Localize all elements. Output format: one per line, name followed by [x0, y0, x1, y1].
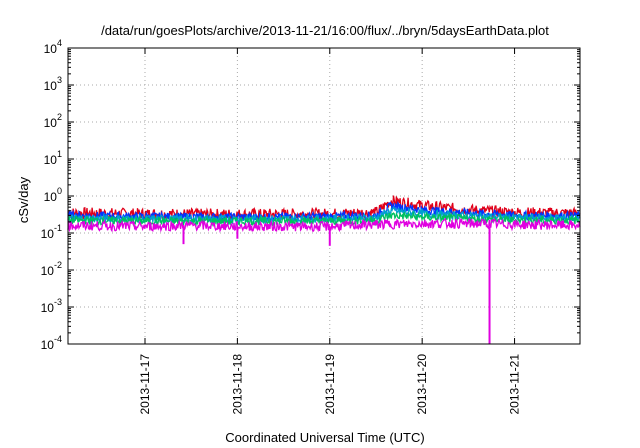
plot-area [67, 195, 581, 344]
x-tick-label: 2013-11-19 [323, 354, 337, 415]
x-axis: 2013-11-17 2013-11-18 2013-11-19 2013-11-20… [138, 48, 522, 415]
y-tick-label: 101 [44, 149, 62, 167]
y-tick-label: 100 [44, 186, 62, 204]
grid [68, 48, 580, 344]
y-tick-exponent: 0 [57, 186, 62, 196]
y-axis-label: cSv/day [16, 176, 31, 223]
x-tick-label: 2013-11-21 [508, 354, 522, 415]
y-tick-exponent: -3 [54, 297, 62, 307]
y-tick-label: 102 [44, 112, 62, 130]
y-tick-label: 10-4 [41, 334, 62, 352]
series-line [67, 201, 581, 224]
y-tick-exponent: 3 [57, 75, 62, 85]
y-tick-label: 104 [44, 38, 62, 56]
y-tick-label: 10-1 [41, 223, 62, 241]
y-tick-exponent: -4 [54, 334, 62, 344]
y-tick-exponent: 4 [57, 38, 62, 48]
x-axis-label: Coordinated Universal Time (UTC) [225, 430, 424, 445]
y-tick-exponent: 1 [57, 149, 62, 159]
chart-title: /data/run/goesPlots/archive/2013-11-21/1… [101, 23, 549, 38]
x-tick-label: 2013-11-17 [138, 354, 152, 415]
y-tick-exponent: 2 [57, 112, 62, 122]
x-tick-label: 2013-11-18 [230, 354, 244, 415]
y-tick-label: 103 [44, 75, 62, 93]
y-tick-exponent: -1 [54, 223, 62, 233]
series-line [67, 217, 581, 233]
x-tick-label: 2013-11-20 [415, 354, 429, 415]
y-tick-label: 10-2 [41, 260, 62, 278]
y-tick-exponent: -2 [54, 260, 62, 270]
y-tick-label: 10-3 [41, 297, 62, 315]
